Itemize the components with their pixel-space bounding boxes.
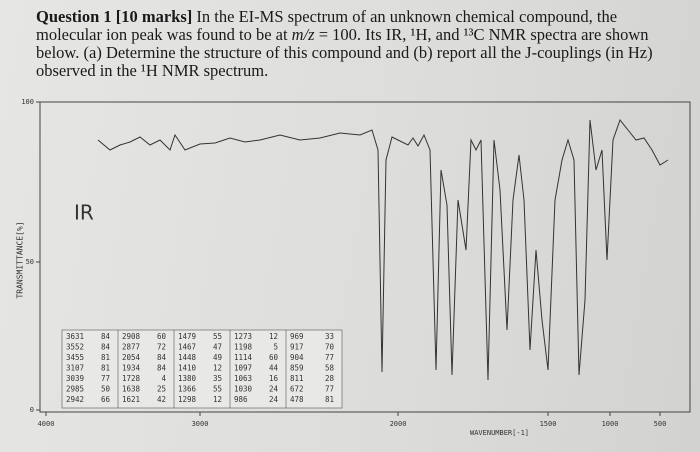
transmittance: 55 <box>213 385 222 394</box>
x-tick-label: 3000 <box>192 420 209 428</box>
spectrum-curve <box>97 118 669 381</box>
question-text: = 100. Its IR, ¹H, and ¹³C NMR spectra a… <box>36 25 653 80</box>
transmittance: 72 <box>157 343 166 352</box>
wavenumber: 1448 <box>178 353 197 362</box>
wavenumber: 2054 <box>122 353 141 362</box>
y-axis-label: TRANSMITTANCE[%] <box>16 221 25 298</box>
transmittance: 5 <box>273 343 278 352</box>
transmittance: 25 <box>157 385 166 394</box>
y-tick-label: 0 <box>30 406 34 414</box>
transmittance: 77 <box>325 385 334 394</box>
wavenumber: 1934 <box>122 364 141 373</box>
transmittance: 81 <box>101 364 110 373</box>
transmittance: 28 <box>325 374 335 383</box>
wavenumber: 478 <box>290 395 304 404</box>
peak-table-box <box>61 329 343 409</box>
x-axis-label: WAVENUMBER[-1] <box>470 429 529 437</box>
wavenumber: 1298 <box>178 395 197 404</box>
transmittance: 33 <box>325 332 334 341</box>
x-tick-label: 1000 <box>602 420 619 428</box>
transmittance: 49 <box>213 353 222 362</box>
x-tick-label: 4000 <box>38 420 55 428</box>
wavenumber: 3107 <box>66 364 84 373</box>
transmittance: 81 <box>101 353 110 362</box>
wavenumber: 1097 <box>234 364 252 373</box>
x-tick-label: 500 <box>654 420 667 428</box>
wavenumber: 904 <box>290 353 304 362</box>
wavenumber: 1114 <box>234 353 253 362</box>
transmittance: 16 <box>269 374 279 383</box>
transmittance: 35 <box>213 374 222 383</box>
x-tick-label: 2000 <box>390 420 407 428</box>
wavenumber: 2877 <box>122 343 140 352</box>
transmittance: 12 <box>269 332 278 341</box>
mz: m/z <box>291 25 315 44</box>
wavenumber: 3552 <box>66 343 84 352</box>
wavenumber: 917 <box>290 343 304 352</box>
wavenumber: 672 <box>290 385 304 394</box>
wavenumber: 3631 <box>66 332 84 341</box>
transmittance: 12 <box>213 364 222 373</box>
wavenumber: 969 <box>290 332 304 341</box>
wavenumber: 986 <box>234 395 248 404</box>
spectrum-title: IR <box>74 201 94 225</box>
transmittance: 84 <box>157 353 167 362</box>
transmittance: 24 <box>269 385 279 394</box>
transmittance: 60 <box>269 353 279 362</box>
wavenumber: 2908 <box>122 332 141 341</box>
transmittance: 77 <box>101 374 110 383</box>
wavenumber: 1638 <box>122 385 141 394</box>
question-text: In the EI-MS spectrum of an unknown chem… <box>36 7 618 44</box>
wavenumber: 1198 <box>234 343 253 352</box>
transmittance: 84 <box>101 343 111 352</box>
transmittance: 50 <box>101 385 111 394</box>
transmittance: 77 <box>325 353 334 362</box>
plot-frame <box>39 101 691 413</box>
wavenumber: 1479 <box>178 332 196 341</box>
wavenumber: 1366 <box>178 385 197 394</box>
question: Question 1 [10 marks] In the EI-MS spect… <box>36 8 666 80</box>
transmittance: 66 <box>101 395 111 404</box>
wavenumber: 1467 <box>178 343 196 352</box>
wavenumber: 811 <box>290 374 304 383</box>
y-tick-label: 50 <box>26 258 34 266</box>
transmittance: 58 <box>325 364 335 373</box>
wavenumber: 1030 <box>234 385 253 394</box>
transmittance: 4 <box>161 374 166 383</box>
wavenumber: 3455 <box>66 353 84 362</box>
transmittance: 60 <box>157 332 167 341</box>
wavenumber: 2942 <box>66 395 84 404</box>
question-label: Question 1 [10 marks] <box>36 7 193 26</box>
wavenumber: 1380 <box>178 374 197 383</box>
transmittance: 44 <box>269 364 279 373</box>
transmittance: 12 <box>213 395 222 404</box>
transmittance: 24 <box>269 395 279 404</box>
wavenumber: 2985 <box>66 385 84 394</box>
transmittance: 81 <box>325 395 334 404</box>
transmittance: 47 <box>213 343 222 352</box>
wavenumber: 1410 <box>178 364 197 373</box>
wavenumber: 1728 <box>122 374 141 383</box>
transmittance: 70 <box>325 343 335 352</box>
transmittance: 84 <box>101 332 111 341</box>
y-tick-label: 100 <box>21 98 34 106</box>
wavenumber: 859 <box>290 364 304 373</box>
transmittance: 42 <box>157 395 166 404</box>
transmittance: 55 <box>213 332 222 341</box>
wavenumber: 1273 <box>234 332 252 341</box>
transmittance: 84 <box>157 364 167 373</box>
wavenumber: 3039 <box>66 374 84 383</box>
wavenumber: 1621 <box>122 395 140 404</box>
wavenumber: 1063 <box>234 374 252 383</box>
x-tick-label: 1500 <box>540 420 557 428</box>
